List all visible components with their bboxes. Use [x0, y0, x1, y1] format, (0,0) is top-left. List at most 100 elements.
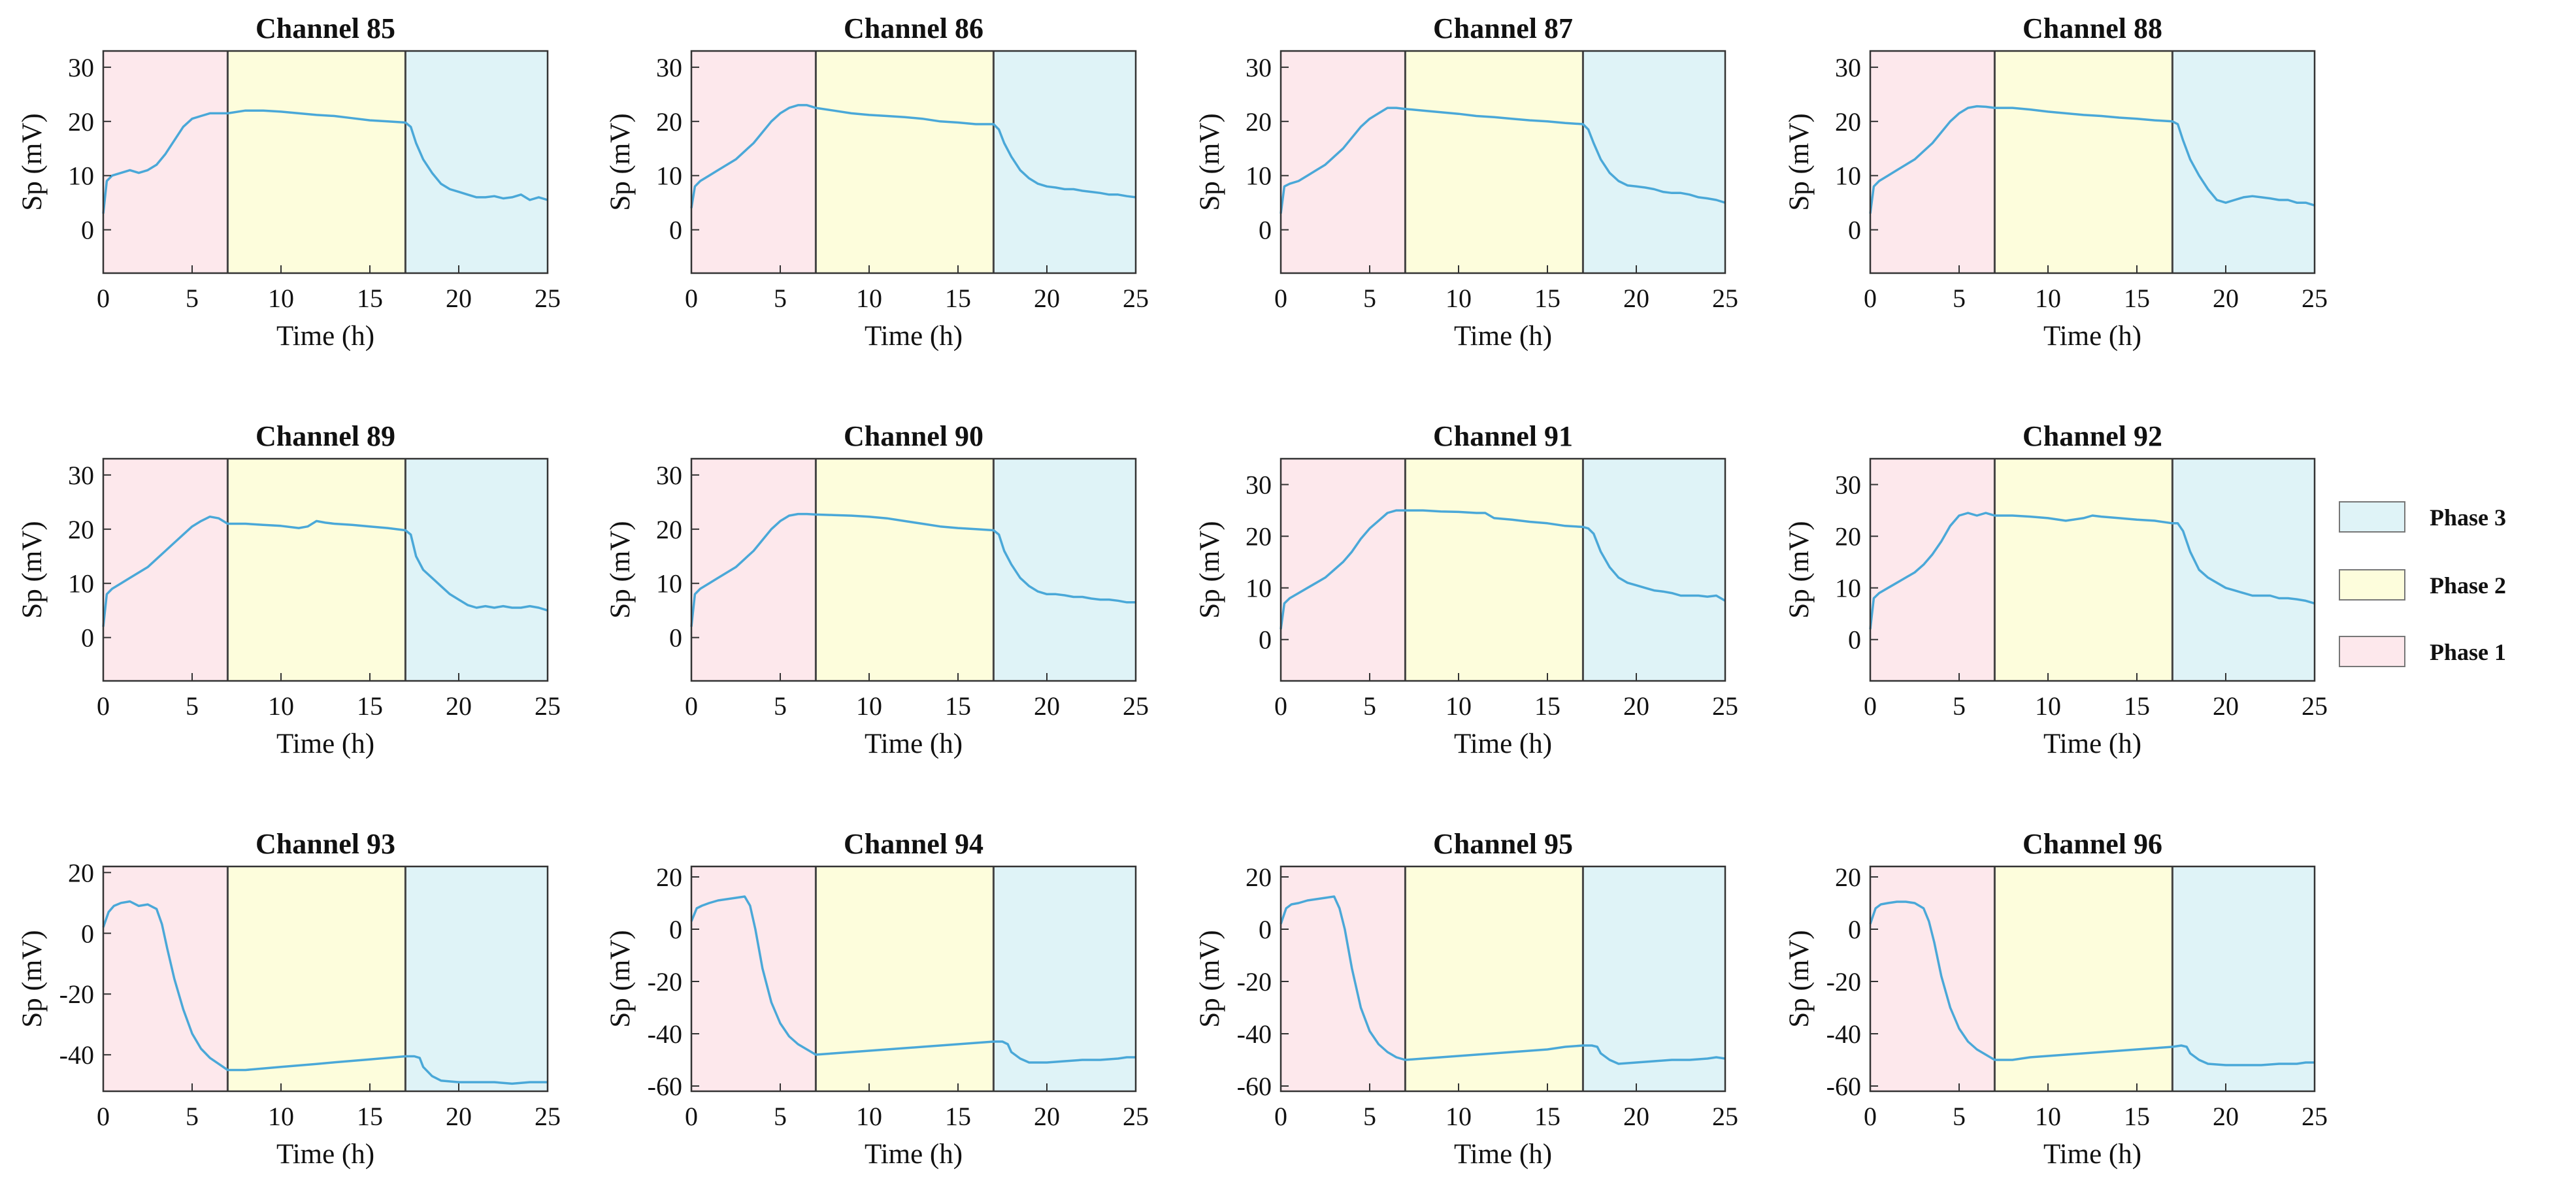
x-tick-label: 20 [446, 284, 472, 313]
x-tick-label: 20 [1623, 691, 1649, 721]
sp-series-line [690, 104, 1136, 208]
y-tick-label: 20 [1835, 107, 1861, 137]
phase-1-band [1281, 866, 1406, 1091]
panel-title: Channel 91 [1433, 420, 1573, 452]
phase-3-band [405, 866, 548, 1091]
y-tick-label: 0 [1259, 915, 1272, 944]
x-axis-label: Time (h) [276, 321, 374, 352]
x-tick-label: 25 [535, 284, 561, 313]
y-axis-label: Sp (mV) [605, 113, 636, 210]
phase-1-band [691, 866, 816, 1091]
x-tick-label: 15 [2124, 691, 2150, 721]
x-tick-label: 15 [2124, 284, 2150, 313]
x-tick-label: 20 [1034, 691, 1060, 721]
panel-title: Channel 85 [256, 12, 395, 44]
x-tick-label: 0 [1274, 691, 1287, 721]
phase-3-band [2172, 866, 2315, 1091]
x-tick-label: 0 [97, 691, 110, 721]
y-tick-label: -20 [648, 967, 682, 997]
y-tick-label: 20 [1246, 107, 1272, 137]
phase-1-band [1281, 459, 1406, 681]
x-tick-label: 10 [1445, 691, 1472, 721]
y-tick-label: 0 [669, 623, 682, 653]
y-tick-label: -60 [1826, 1072, 1861, 1101]
y-tick-label: 10 [68, 161, 94, 191]
sp-series-line [1280, 107, 1726, 214]
legend-label: Phase 2 [2430, 572, 2506, 599]
x-tick-label: 25 [1123, 284, 1149, 313]
sp-series-line [1869, 105, 2315, 214]
phase-1-band [1281, 51, 1406, 273]
panel-channel-87: 0 5 10 15 20 25 0 10 20 30 Channel 87 Time (h) Sp (m… [1195, 12, 1738, 352]
panel-channel-96: 0 5 10 15 20 25 -60 -40 -20 0 20 Channel 96 Time (h)… [1784, 828, 2328, 1170]
y-tick-label: 0 [669, 915, 682, 944]
phase-2-band [1405, 51, 1583, 273]
phase-3-band [405, 51, 548, 273]
legend-label: Phase 1 [2430, 639, 2506, 665]
y-axis-label: Sp (mV) [605, 521, 636, 618]
x-tick-label: 25 [2302, 284, 2328, 313]
x-axis-label: Time (h) [1454, 321, 1552, 352]
y-tick-label: 30 [656, 53, 682, 82]
panel-title: Channel 87 [1433, 12, 1573, 44]
legend-label: Phase 3 [2430, 504, 2506, 531]
x-tick-label: 5 [1953, 691, 1966, 721]
panel-channel-86: 0 5 10 15 20 25 0 10 20 30 Channel 86 Time (h) Sp (m… [605, 12, 1149, 352]
phase-2-band [816, 459, 994, 681]
panel-channel-94: 0 5 10 15 20 25 -60 -40 -20 0 20 Channel 94 Time (h)… [605, 828, 1149, 1170]
phase-2-band [1405, 459, 1583, 681]
y-tick-label: 10 [656, 569, 682, 599]
phase-3-band [405, 459, 548, 681]
y-tick-label: 20 [68, 107, 94, 137]
x-tick-label: 25 [2302, 1102, 2328, 1131]
y-tick-label: 30 [1246, 470, 1272, 500]
y-axis-label: Sp (mV) [1784, 113, 1815, 210]
sp-series-line [102, 109, 548, 214]
x-tick-label: 10 [2035, 691, 2061, 721]
panel-channel-88: 0 5 10 15 20 25 0 10 20 30 Channel 88 Time (h) Sp (m… [1784, 12, 2328, 352]
x-tick-label: 10 [856, 284, 882, 313]
y-tick-label: 0 [1848, 625, 1861, 655]
y-axis-label: Sp (mV) [1195, 113, 1225, 210]
panel-title: Channel 86 [844, 12, 983, 44]
y-tick-label: 30 [68, 53, 94, 82]
x-tick-label: 15 [1534, 284, 1560, 313]
y-tick-label: 10 [1835, 574, 1861, 603]
y-tick-label: 0 [669, 216, 682, 245]
x-axis-label: Time (h) [276, 1139, 374, 1170]
x-tick-label: 20 [2213, 284, 2239, 313]
y-tick-label: 10 [1835, 161, 1861, 191]
panel-channel-95: 0 5 10 15 20 25 -60 -40 -20 0 20 Channel 95 Time (h)… [1195, 828, 1738, 1170]
x-tick-label: 5 [1953, 284, 1966, 313]
panel-channel-90: 0 5 10 15 20 25 0 10 20 30 Channel 90 Time (h) Sp (m… [605, 420, 1149, 759]
phase-2-band [227, 866, 406, 1091]
phase-2-band [1994, 51, 2173, 273]
axes-box [690, 457, 1137, 682]
x-tick-label: 5 [186, 691, 199, 721]
panel-title: Channel 92 [2023, 420, 2162, 452]
panel-title: Channel 95 [1433, 828, 1573, 860]
phase-2-band [816, 51, 994, 273]
panel-title: Channel 90 [844, 420, 983, 452]
phase-3-band [2172, 51, 2315, 273]
x-tick-label: 0 [97, 1102, 110, 1131]
x-tick-label: 20 [2213, 691, 2239, 721]
x-tick-label: 25 [535, 691, 561, 721]
y-tick-label: -40 [1237, 1019, 1272, 1049]
sp-series-line [1869, 900, 2315, 1066]
axes-box [102, 457, 549, 682]
x-tick-label: 5 [1363, 1102, 1376, 1131]
x-tick-label: 20 [1034, 1102, 1060, 1131]
x-tick-label: 20 [2213, 1102, 2239, 1131]
y-axis-label: Sp (mV) [1784, 521, 1815, 618]
x-tick-label: 15 [357, 691, 383, 721]
x-tick-label: 10 [2035, 284, 2061, 313]
y-tick-label: 0 [1848, 915, 1861, 944]
axes-box [1280, 50, 1726, 274]
panel-channel-92: 0 5 10 15 20 25 0 10 20 30 Channel 92 Time (h) Sp (m… [1784, 420, 2328, 759]
panel-title: Channel 89 [256, 420, 395, 452]
x-tick-label: 15 [1534, 1102, 1560, 1131]
panels-grid: 0 5 10 15 20 25 0 10 20 30 Channel 85 Time (h) Sp (m… [17, 12, 2328, 1170]
y-tick-label: 20 [1835, 522, 1861, 552]
